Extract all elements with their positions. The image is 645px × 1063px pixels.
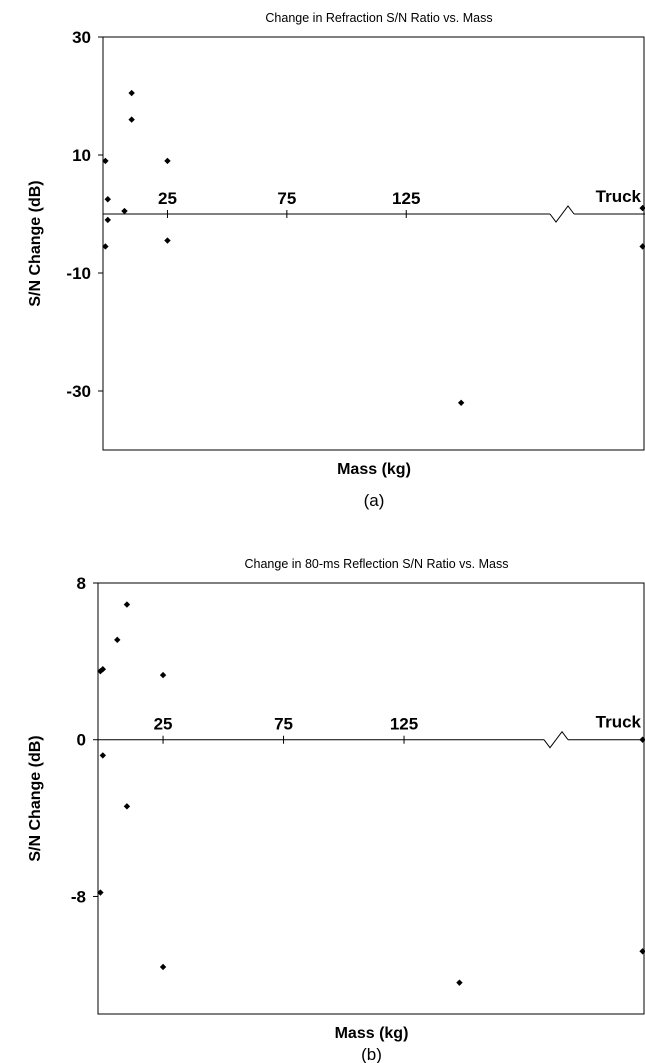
data-point <box>102 243 109 250</box>
x-break-label: Truck <box>596 713 642 732</box>
data-point <box>121 207 128 215</box>
chart-title: Change in Refraction S/N Ratio vs. Mass <box>265 11 492 25</box>
data-point <box>164 237 171 244</box>
data-point <box>104 196 111 203</box>
y-tick-label: 0 <box>77 731 86 750</box>
data-point <box>114 636 121 644</box>
data-point <box>99 752 107 759</box>
x-tick-label: 25 <box>158 189 177 208</box>
y-tick-label: -30 <box>66 382 91 401</box>
data-point <box>104 216 111 224</box>
x-tick-label: 125 <box>392 189 420 208</box>
y-axis-label: S/N Change (dB) <box>27 180 44 306</box>
data-point <box>102 157 109 165</box>
data-point <box>128 89 135 97</box>
y-tick-label: -10 <box>66 264 91 283</box>
data-point <box>639 204 645 212</box>
data-point <box>159 963 167 971</box>
data-point <box>159 671 167 679</box>
data-point <box>456 979 463 986</box>
panel-label: (b) <box>361 1045 382 1063</box>
x-axis-label: Mass (kg) <box>335 1025 409 1042</box>
y-tick-label: 8 <box>77 574 86 593</box>
data-point <box>639 243 645 250</box>
data-point <box>128 116 135 123</box>
plot-frame <box>97 582 645 1015</box>
data-point <box>123 803 131 810</box>
axis-break-mark <box>543 730 569 749</box>
data-point <box>123 601 131 608</box>
y-tick-label: 10 <box>72 146 91 165</box>
plot-frame <box>102 36 645 451</box>
y-tick-label: -8 <box>71 887 86 906</box>
data-point <box>639 948 645 955</box>
y-tick-label: 30 <box>72 28 91 47</box>
x-break-label: Truck <box>596 187 642 206</box>
x-tick-label: 75 <box>277 189 296 208</box>
chart-title: Change in 80-ms Reflection S/N Ratio vs.… <box>245 557 509 571</box>
x-axis-label: Mass (kg) <box>337 461 411 478</box>
data-point <box>639 736 645 743</box>
y-axis-label: S/N Change (dB) <box>27 735 44 861</box>
panel-label: (a) <box>364 491 385 510</box>
x-tick-label: 25 <box>154 715 173 734</box>
x-tick-label: 125 <box>390 715 418 734</box>
x-tick-label: 75 <box>274 715 293 734</box>
axis-break-mark <box>549 205 575 223</box>
data-point <box>457 399 465 406</box>
data-point <box>164 157 171 165</box>
data-point <box>97 889 104 896</box>
data-point <box>99 666 107 673</box>
data-point <box>97 667 104 675</box>
